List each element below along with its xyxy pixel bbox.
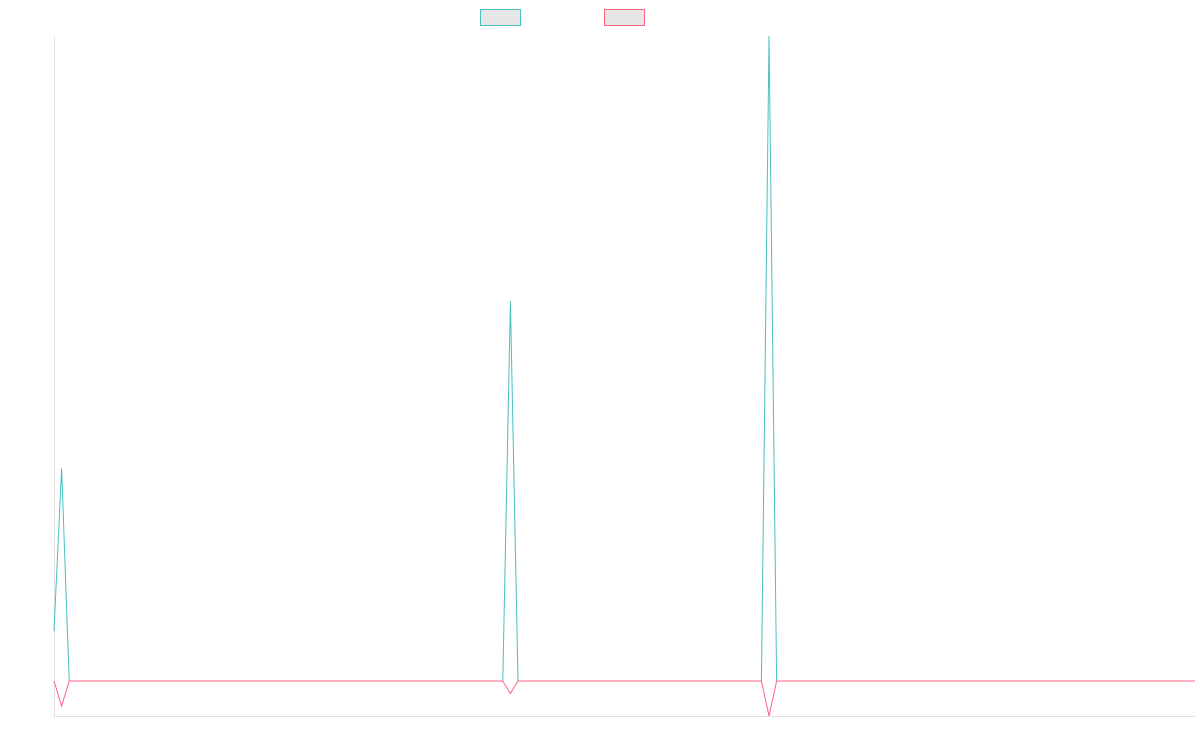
series-1-line [53,35,1195,682]
plot-area [53,35,1195,717]
legend-swatch-series-2[interactable] [604,9,645,26]
legend-swatch-series-1[interactable] [480,9,521,26]
series-2-line [53,680,1195,717]
legend [480,9,645,26]
